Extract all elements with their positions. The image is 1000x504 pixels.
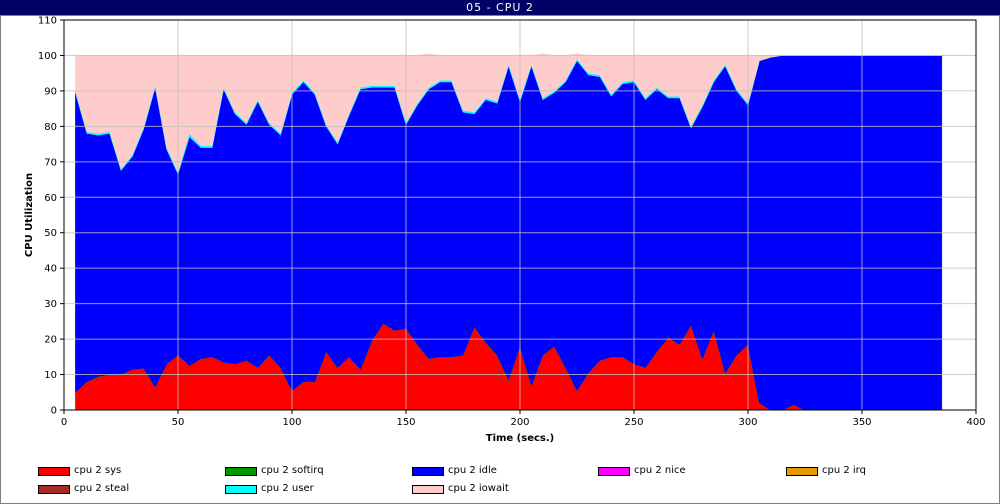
legend-label: cpu 2 steal bbox=[74, 483, 130, 494]
x-axis-label: Time (secs.) bbox=[486, 433, 555, 444]
y-tick-label: 20 bbox=[44, 335, 57, 346]
y-tick-label: 110 bbox=[38, 16, 57, 27]
series-areas bbox=[75, 53, 943, 411]
y-axis-label: CPU Utilization bbox=[24, 173, 35, 257]
y-tick-label: 100 bbox=[38, 51, 57, 62]
x-tick-label: 150 bbox=[396, 417, 415, 428]
y-tick-label: 30 bbox=[44, 299, 57, 310]
x-tick-label: 400 bbox=[966, 417, 985, 428]
legend-swatch bbox=[598, 467, 630, 476]
window-title: 05 - CPU 2 bbox=[0, 0, 1000, 15]
legend-label: cpu 2 sys bbox=[74, 465, 122, 476]
legend-swatch bbox=[412, 467, 444, 476]
y-tick-label: 10 bbox=[44, 370, 57, 381]
x-tick-label: 250 bbox=[624, 417, 643, 428]
x-tick-label: 300 bbox=[738, 417, 757, 428]
legend-label: cpu 2 iowait bbox=[448, 483, 509, 494]
y-tick-label: 50 bbox=[44, 228, 57, 239]
legend-label: cpu 2 idle bbox=[448, 465, 497, 476]
legend-swatch bbox=[225, 467, 257, 476]
legend-label: cpu 2 irq bbox=[822, 465, 866, 476]
legend-swatch bbox=[38, 485, 70, 494]
legend-swatch bbox=[412, 485, 444, 494]
legend: cpu 2 sys cpu 2 softirq cpu 2 idle cpu 2 ni… bbox=[0, 462, 1000, 502]
x-tick-label: 50 bbox=[172, 417, 185, 428]
x-tick-label: 100 bbox=[282, 417, 301, 428]
x-tick-label: 350 bbox=[852, 417, 871, 428]
legend-swatch bbox=[786, 467, 818, 476]
y-tick-label: 80 bbox=[44, 122, 57, 133]
legend-swatch bbox=[38, 467, 70, 476]
y-tick-label: 70 bbox=[44, 157, 57, 168]
axes: 0 10 20 30 40 50 60 70 80 90 100 110 0 50 100 150 200 250… bbox=[38, 16, 986, 429]
y-tick-label: 60 bbox=[44, 193, 57, 204]
y-tick-label: 90 bbox=[44, 86, 57, 97]
x-tick-label: 0 bbox=[61, 417, 67, 428]
stacked-area-chart: 0 10 20 30 40 50 60 70 80 90 100 110 0 50 100 150 200 250… bbox=[24, 16, 986, 445]
y-tick-label: 0 bbox=[51, 406, 57, 417]
legend-swatch bbox=[225, 485, 257, 494]
legend-label: cpu 2 softirq bbox=[261, 465, 324, 476]
grid-lines bbox=[64, 20, 976, 410]
x-tick-label: 200 bbox=[510, 417, 529, 428]
legend-label: cpu 2 user bbox=[261, 483, 314, 494]
y-tick-label: 40 bbox=[44, 264, 57, 275]
legend-label: cpu 2 nice bbox=[634, 465, 686, 476]
